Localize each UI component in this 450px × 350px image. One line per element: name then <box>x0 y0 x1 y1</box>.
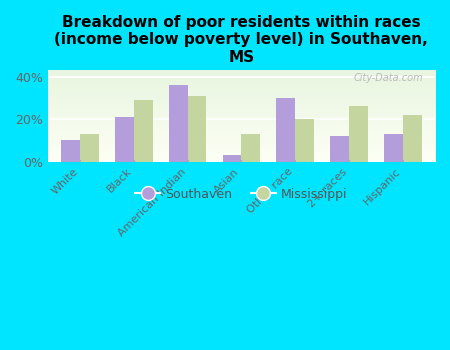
Legend: Southaven, Mississippi: Southaven, Mississippi <box>130 183 352 205</box>
Bar <box>403 115 422 161</box>
Bar <box>169 85 188 161</box>
Bar <box>188 96 207 161</box>
Bar <box>384 134 403 161</box>
Bar <box>330 136 349 161</box>
Bar <box>276 98 295 161</box>
Bar <box>61 140 80 161</box>
Bar <box>241 134 260 161</box>
Bar <box>223 155 241 161</box>
Bar <box>80 134 99 161</box>
Bar <box>115 117 134 161</box>
Bar <box>349 106 368 161</box>
Bar <box>295 119 314 161</box>
Title: Breakdown of poor residents within races
(income below poverty level) in Southav: Breakdown of poor residents within races… <box>54 15 428 65</box>
Bar <box>134 100 153 161</box>
Text: City-Data.com: City-Data.com <box>354 73 423 83</box>
